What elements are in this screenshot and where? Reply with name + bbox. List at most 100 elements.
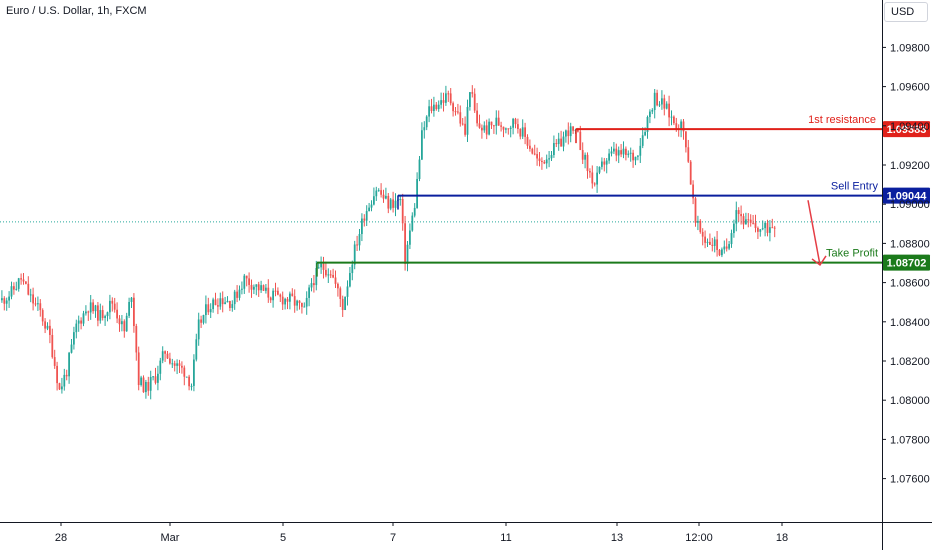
candle-body bbox=[569, 126, 572, 137]
candle-body bbox=[149, 377, 152, 391]
candle-body bbox=[730, 233, 733, 245]
level-price-tag-text: 1.08702 bbox=[887, 258, 927, 270]
price-tick-label: 1.07600 bbox=[890, 474, 930, 486]
candle-body bbox=[152, 376, 154, 378]
projection-arrow-head bbox=[811, 255, 827, 267]
candle-body bbox=[425, 116, 428, 128]
candle-body bbox=[401, 199, 404, 224]
candle-body bbox=[641, 135, 644, 146]
candle-body bbox=[577, 129, 579, 132]
candle-body bbox=[733, 223, 735, 234]
level-price-tag bbox=[883, 254, 930, 271]
currency-button[interactable]: USD bbox=[884, 2, 928, 22]
candle-body bbox=[701, 231, 704, 237]
candle-body bbox=[5, 300, 8, 304]
candle-body bbox=[428, 106, 430, 117]
candle-body bbox=[164, 351, 166, 354]
candle-body bbox=[193, 359, 195, 386]
candle-body bbox=[711, 244, 714, 246]
candle-body bbox=[639, 145, 642, 156]
candle-body bbox=[526, 136, 529, 146]
candle-body bbox=[555, 143, 558, 145]
candle-body bbox=[145, 381, 147, 393]
candle-body bbox=[629, 152, 632, 154]
candle-body bbox=[185, 376, 188, 378]
candle-body bbox=[368, 207, 370, 212]
candle-body bbox=[332, 275, 334, 278]
price-tick-label: 1.09200 bbox=[890, 160, 930, 172]
candle-body bbox=[375, 190, 378, 197]
level-label: Sell Entry bbox=[831, 181, 879, 193]
candle-body bbox=[682, 121, 685, 132]
candle-body bbox=[601, 161, 603, 167]
candle-body bbox=[212, 299, 214, 310]
candle-body bbox=[473, 93, 476, 111]
candle-body bbox=[514, 118, 517, 125]
candle-body bbox=[435, 104, 438, 110]
candle-body bbox=[351, 264, 354, 274]
candle-body bbox=[41, 310, 44, 322]
candle-body bbox=[627, 153, 630, 155]
candle-body bbox=[358, 234, 361, 246]
candle-body bbox=[85, 311, 87, 314]
candle-body bbox=[317, 267, 320, 269]
candle-body bbox=[137, 352, 140, 386]
candle-body bbox=[296, 300, 298, 306]
candle-body bbox=[51, 334, 54, 358]
candle-body bbox=[301, 302, 303, 307]
candle-body bbox=[584, 154, 586, 160]
candle-body bbox=[598, 166, 601, 173]
time-axis-ticks[interactable]: 28 Mar 5 7 11 13 12:00 18 bbox=[55, 522, 788, 544]
candle-body bbox=[82, 313, 85, 324]
candle-body bbox=[728, 244, 730, 249]
price-axis-ticks[interactable]: 1.07600 1.07800 1.08000 1.08200 1.08400 1.086… bbox=[882, 42, 930, 486]
candle-body bbox=[135, 326, 138, 353]
candle-body bbox=[65, 374, 68, 377]
price-tick-label: 1.08600 bbox=[890, 278, 930, 290]
candle-body bbox=[567, 130, 570, 137]
candle-body bbox=[269, 297, 272, 301]
candle-body bbox=[387, 195, 390, 209]
candle-body bbox=[173, 363, 176, 366]
candle-body bbox=[293, 296, 296, 306]
candle-body bbox=[759, 229, 762, 232]
candle-body bbox=[349, 273, 351, 287]
candle-body bbox=[8, 296, 10, 301]
candle-body bbox=[646, 116, 649, 132]
candle-body bbox=[17, 278, 20, 289]
candle-body bbox=[697, 220, 699, 223]
candle-body bbox=[209, 309, 212, 313]
candle-body bbox=[502, 126, 505, 130]
candle-body bbox=[430, 106, 433, 112]
candle-body bbox=[277, 290, 279, 295]
candle-body bbox=[87, 311, 90, 313]
candle-body bbox=[200, 319, 202, 323]
candle-body bbox=[411, 215, 414, 231]
candle-body bbox=[140, 377, 142, 386]
candle-body bbox=[665, 103, 668, 109]
candle-body bbox=[529, 145, 531, 149]
candle-body bbox=[154, 376, 157, 383]
time-tick-label: 13 bbox=[611, 532, 623, 544]
candle-body bbox=[769, 227, 771, 233]
candle-body bbox=[142, 377, 145, 393]
candle-body bbox=[106, 312, 109, 317]
candle-body bbox=[289, 293, 291, 302]
candle-body bbox=[284, 298, 286, 305]
candle-body bbox=[409, 230, 411, 245]
candle-body bbox=[457, 111, 459, 113]
candle-body bbox=[245, 275, 248, 279]
candle-body bbox=[740, 214, 742, 217]
candle-body bbox=[649, 111, 651, 117]
candle-body bbox=[39, 303, 42, 311]
candle-body bbox=[536, 154, 538, 159]
candle-body bbox=[281, 296, 284, 305]
candle-body bbox=[658, 104, 661, 106]
candle-body bbox=[77, 320, 80, 324]
candle-body bbox=[673, 116, 675, 124]
candle-body bbox=[464, 123, 466, 135]
candle-body bbox=[63, 374, 66, 387]
candle-body bbox=[257, 284, 260, 291]
